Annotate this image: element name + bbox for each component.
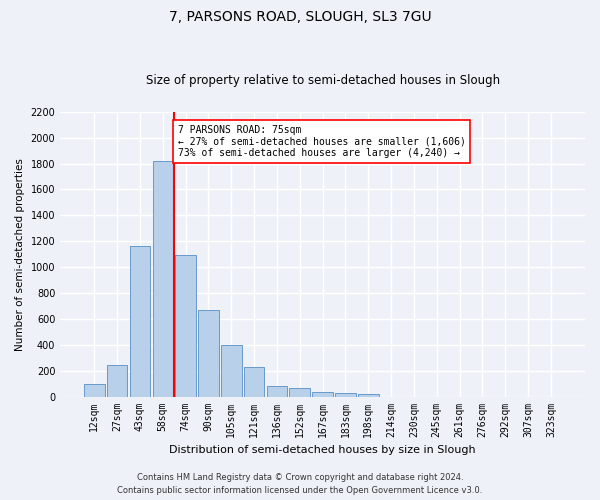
Bar xyxy=(244,367,265,396)
Text: Contains HM Land Registry data © Crown copyright and database right 2024.
Contai: Contains HM Land Registry data © Crown c… xyxy=(118,474,482,495)
Bar xyxy=(221,345,242,397)
Bar xyxy=(335,394,356,396)
X-axis label: Distribution of semi-detached houses by size in Slough: Distribution of semi-detached houses by … xyxy=(169,445,476,455)
Bar xyxy=(107,366,127,396)
Bar xyxy=(175,256,196,396)
Bar xyxy=(358,394,379,396)
Title: Size of property relative to semi-detached houses in Slough: Size of property relative to semi-detach… xyxy=(146,74,500,87)
Bar xyxy=(313,392,333,396)
Bar xyxy=(84,384,104,396)
Text: 7 PARSONS ROAD: 75sqm
← 27% of semi-detached houses are smaller (1,606)
73% of s: 7 PARSONS ROAD: 75sqm ← 27% of semi-deta… xyxy=(178,124,466,158)
Bar xyxy=(266,386,287,396)
Text: 7, PARSONS ROAD, SLOUGH, SL3 7GU: 7, PARSONS ROAD, SLOUGH, SL3 7GU xyxy=(169,10,431,24)
Y-axis label: Number of semi-detached properties: Number of semi-detached properties xyxy=(15,158,25,350)
Bar xyxy=(152,161,173,396)
Bar xyxy=(289,388,310,396)
Bar xyxy=(198,310,219,396)
Bar xyxy=(130,246,150,396)
